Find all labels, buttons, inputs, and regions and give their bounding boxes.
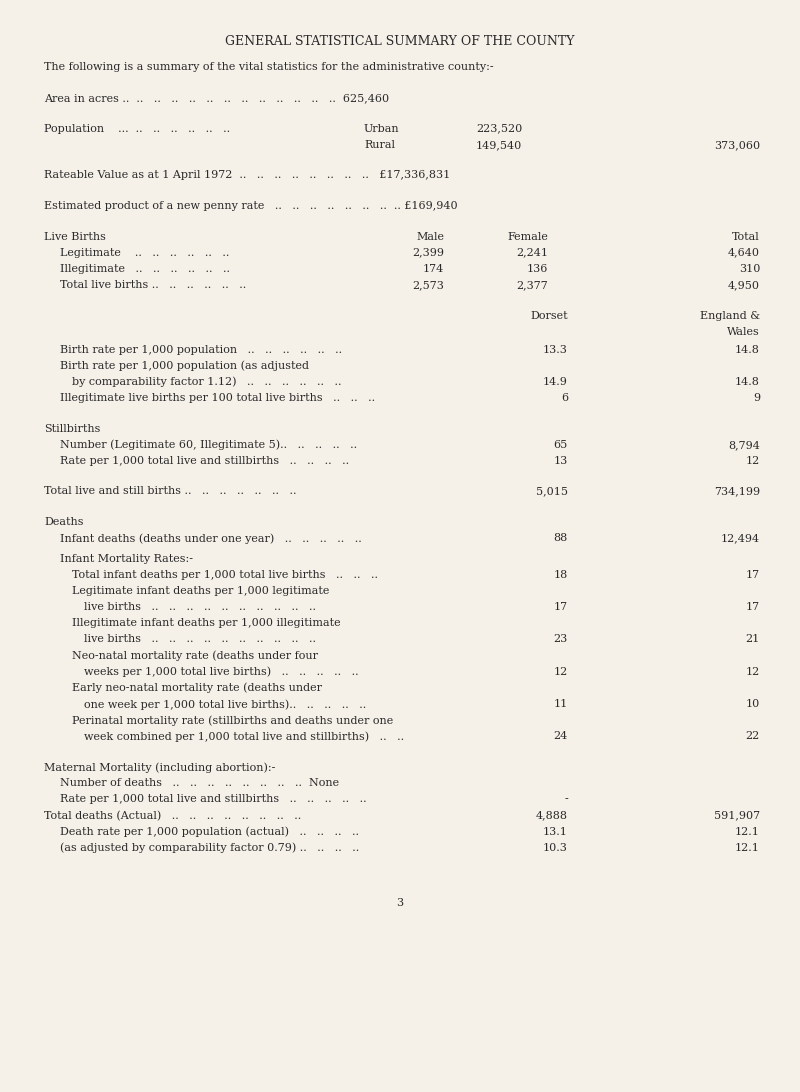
Text: Infant Mortality Rates:-: Infant Mortality Rates:- — [60, 554, 193, 563]
Text: 10: 10 — [746, 699, 760, 709]
Text: 14.8: 14.8 — [735, 377, 760, 387]
Text: GENERAL STATISTICAL SUMMARY OF THE COUNTY: GENERAL STATISTICAL SUMMARY OF THE COUNT… — [226, 35, 574, 48]
Text: Total infant deaths per 1,000 total live births   ..   ..   ..: Total infant deaths per 1,000 total live… — [72, 570, 378, 580]
Text: Live Births: Live Births — [44, 232, 106, 241]
Text: Population    ...  ..   ..   ..   ..   ..   ..: Population ... .. .. .. .. .. .. — [44, 123, 230, 133]
Text: live births   ..   ..   ..   ..   ..   ..   ..   ..   ..   ..: live births .. .. .. .. .. .. .. .. .. .… — [84, 634, 316, 644]
Text: 21: 21 — [746, 634, 760, 644]
Text: Legitimate    ..   ..   ..   ..   ..   ..: Legitimate .. .. .. .. .. .. — [60, 248, 230, 258]
Text: Legitimate infant deaths per 1,000 legitimate: Legitimate infant deaths per 1,000 legit… — [72, 586, 330, 596]
Text: Illegitimate infant deaths per 1,000 illegitimate: Illegitimate infant deaths per 1,000 ill… — [72, 618, 341, 628]
Text: 8,794: 8,794 — [728, 440, 760, 450]
Text: Rate per 1,000 total live and stillbirths   ..   ..   ..   ..: Rate per 1,000 total live and stillbirth… — [60, 455, 349, 466]
Text: 12.1: 12.1 — [735, 843, 760, 853]
Text: 2,399: 2,399 — [412, 248, 444, 258]
Text: 4,950: 4,950 — [728, 280, 760, 290]
Text: by comparability factor 1.12)   ..   ..   ..   ..   ..   ..: by comparability factor 1.12) .. .. .. .… — [72, 377, 342, 388]
Text: 13: 13 — [554, 455, 568, 466]
Text: Perinatal mortality rate (stillbirths and deaths under one: Perinatal mortality rate (stillbirths an… — [72, 715, 394, 726]
Text: Male: Male — [416, 232, 444, 241]
Text: 12.1: 12.1 — [735, 827, 760, 836]
Text: Urban: Urban — [364, 123, 400, 133]
Text: 9: 9 — [753, 393, 760, 403]
Text: Illegitimate live births per 100 total live births   ..   ..   ..: Illegitimate live births per 100 total l… — [60, 393, 375, 403]
Text: 591,907: 591,907 — [714, 810, 760, 820]
Text: 12,494: 12,494 — [721, 533, 760, 543]
Text: 310: 310 — [738, 264, 760, 274]
Text: 734,199: 734,199 — [714, 486, 760, 497]
Text: 14.9: 14.9 — [543, 377, 568, 387]
Text: one week per 1,000 total live births)..   ..   ..   ..   ..: one week per 1,000 total live births).. … — [84, 699, 366, 710]
Text: England &: England & — [700, 310, 760, 321]
Text: Infant deaths (deaths under one year)   ..   ..   ..   ..   ..: Infant deaths (deaths under one year) ..… — [60, 533, 362, 544]
Text: Early neo-natal mortality rate (deaths under: Early neo-natal mortality rate (deaths u… — [72, 682, 322, 693]
Text: 22: 22 — [746, 732, 760, 741]
Text: 12: 12 — [746, 455, 760, 466]
Text: Number of deaths   ..   ..   ..   ..   ..   ..   ..   ..  None: Number of deaths .. .. .. .. .. .. .. ..… — [60, 779, 339, 788]
Text: Dorset: Dorset — [530, 310, 568, 321]
Text: 149,540: 149,540 — [476, 140, 522, 150]
Text: 5,015: 5,015 — [536, 486, 568, 497]
Text: Maternal Mortality (including abortion):-: Maternal Mortality (including abortion):… — [44, 762, 275, 772]
Text: 17: 17 — [746, 570, 760, 580]
Text: (as adjusted by comparability factor 0.79) ..   ..   ..   ..: (as adjusted by comparability factor 0.7… — [60, 843, 359, 853]
Text: 2,377: 2,377 — [516, 280, 548, 290]
Text: 10.3: 10.3 — [543, 843, 568, 853]
Text: 17: 17 — [554, 602, 568, 613]
Text: live births   ..   ..   ..   ..   ..   ..   ..   ..   ..   ..: live births .. .. .. .. .. .. .. .. .. .… — [84, 602, 316, 613]
Text: Birth rate per 1,000 population   ..   ..   ..   ..   ..   ..: Birth rate per 1,000 population .. .. ..… — [60, 344, 342, 355]
Text: 373,060: 373,060 — [714, 140, 760, 150]
Text: 13.1: 13.1 — [543, 827, 568, 836]
Text: week combined per 1,000 total live and stillbirths)   ..   ..: week combined per 1,000 total live and s… — [84, 732, 404, 741]
Text: 2,573: 2,573 — [412, 280, 444, 290]
Text: 12: 12 — [746, 667, 760, 677]
Text: 174: 174 — [422, 264, 444, 274]
Text: 6: 6 — [561, 393, 568, 403]
Text: 14.8: 14.8 — [735, 344, 760, 355]
Text: 17: 17 — [746, 602, 760, 613]
Text: Death rate per 1,000 population (actual)   ..   ..   ..   ..: Death rate per 1,000 population (actual)… — [60, 827, 359, 838]
Text: Total live births ..   ..   ..   ..   ..   ..: Total live births .. .. .. .. .. .. — [60, 280, 246, 290]
Text: 2,241: 2,241 — [516, 248, 548, 258]
Text: 18: 18 — [554, 570, 568, 580]
Text: Stillbirths: Stillbirths — [44, 424, 100, 434]
Text: 223,520: 223,520 — [476, 123, 522, 133]
Text: Total live and still births ..   ..   ..   ..   ..   ..   ..: Total live and still births .. .. .. .. … — [44, 486, 297, 497]
Text: 4,888: 4,888 — [536, 810, 568, 820]
Text: 24: 24 — [554, 732, 568, 741]
Text: 23: 23 — [554, 634, 568, 644]
Text: weeks per 1,000 total live births)   ..   ..   ..   ..   ..: weeks per 1,000 total live births) .. ..… — [84, 667, 358, 677]
Text: 13.3: 13.3 — [543, 344, 568, 355]
Text: 136: 136 — [526, 264, 548, 274]
Text: 3: 3 — [397, 898, 403, 907]
Text: 12: 12 — [554, 667, 568, 677]
Text: Illegitimate   ..   ..   ..   ..   ..   ..: Illegitimate .. .. .. .. .. .. — [60, 264, 230, 274]
Text: 11: 11 — [554, 699, 568, 709]
Text: Deaths: Deaths — [44, 517, 83, 527]
Text: Number (Legitimate 60, Illegitimate 5)..   ..   ..   ..   ..: Number (Legitimate 60, Illegitimate 5)..… — [60, 440, 357, 450]
Text: Total deaths (Actual)   ..   ..   ..   ..   ..   ..   ..   ..: Total deaths (Actual) .. .. .. .. .. .. … — [44, 810, 302, 821]
Text: Total: Total — [732, 232, 760, 241]
Text: Birth rate per 1,000 population (as adjusted: Birth rate per 1,000 population (as adju… — [60, 360, 309, 371]
Text: -: - — [564, 794, 568, 805]
Text: 65: 65 — [554, 440, 568, 450]
Text: Rate per 1,000 total live and stillbirths   ..   ..   ..   ..   ..: Rate per 1,000 total live and stillbirth… — [60, 794, 366, 805]
Text: 4,640: 4,640 — [728, 248, 760, 258]
Text: Rateable Value as at 1 April 1972  ..   ..   ..   ..   ..   ..   ..   ..   £17,3: Rateable Value as at 1 April 1972 .. .. … — [44, 170, 450, 180]
Text: Estimated product of a new penny rate   ..   ..   ..   ..   ..   ..   ..  .. £16: Estimated product of a new penny rate ..… — [44, 201, 458, 211]
Text: Wales: Wales — [727, 327, 760, 336]
Text: Female: Female — [507, 232, 548, 241]
Text: Neo-natal mortality rate (deaths under four: Neo-natal mortality rate (deaths under f… — [72, 651, 318, 661]
Text: Rural: Rural — [364, 140, 395, 150]
Text: The following is a summary of the vital statistics for the administrative county: The following is a summary of the vital … — [44, 62, 494, 72]
Text: Area in acres ..  ..   ..   ..   ..   ..   ..   ..   ..   ..   ..   ..   ..  625: Area in acres .. .. .. .. .. .. .. .. ..… — [44, 93, 389, 103]
Text: 88: 88 — [554, 533, 568, 543]
